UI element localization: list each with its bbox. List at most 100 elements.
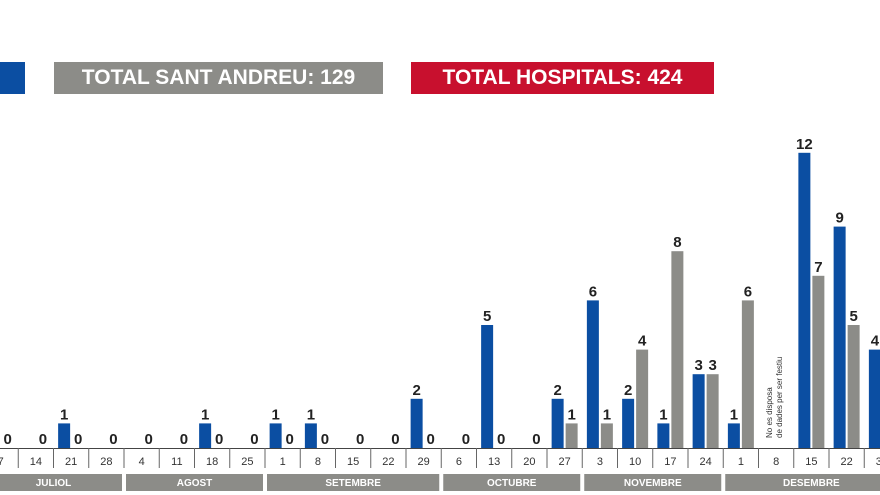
legend-badge-sant-andreu: TOTAL SANT ANDREU: 129 — [54, 62, 383, 94]
bar-blue-20 — [692, 374, 705, 448]
tick-label-3: 28 — [100, 456, 112, 468]
value-label-blue-23: 12 — [796, 136, 813, 153]
bar-blue-24 — [833, 226, 846, 448]
tick-label-13: 6 — [456, 456, 462, 468]
bar-grey-21 — [741, 300, 754, 448]
value-label-grey-21: 6 — [744, 283, 752, 300]
value-label-blue-17: 6 — [589, 283, 597, 300]
bar-blue-21 — [727, 423, 740, 448]
value-label-blue-2: 1 — [60, 406, 68, 423]
month-band-4 — [584, 474, 722, 491]
tick-label-12: 29 — [418, 456, 430, 468]
tick-label-9: 8 — [315, 456, 321, 468]
value-label-grey-19: 8 — [673, 234, 681, 251]
bar-grey-23 — [812, 275, 825, 448]
value-label-blue-18: 2 — [624, 382, 632, 399]
value-label-blue-19: 1 — [659, 406, 667, 423]
value-label-grey-0: 0 — [3, 431, 11, 448]
value-label-grey-18: 4 — [638, 333, 647, 350]
value-label-blue-16: 2 — [553, 382, 561, 399]
bar-blue-18 — [622, 398, 635, 448]
value-label-grey-15: 0 — [532, 431, 540, 448]
value-label-grey-17: 1 — [603, 406, 611, 423]
value-label-grey-9: 0 — [321, 431, 329, 448]
value-label-blue-20: 3 — [694, 357, 702, 374]
tick-label-23: 15 — [805, 456, 817, 468]
bar-grey-24 — [847, 325, 860, 448]
tick-label-17: 3 — [597, 456, 603, 468]
bar-grey-17 — [600, 423, 613, 448]
tick-label-14: 13 — [488, 456, 500, 468]
legend-badge-blue — [0, 62, 25, 94]
month-band-0 — [0, 474, 122, 491]
tick-label-6: 18 — [206, 456, 218, 468]
bar-grey-18 — [636, 349, 649, 448]
bar-blue-12 — [410, 398, 423, 448]
value-label-grey-1: 0 — [39, 431, 47, 448]
bar-grey-20 — [706, 374, 719, 448]
month-label-5: DESEMBRE — [783, 478, 840, 489]
month-label-2: SETEMBRE — [325, 478, 381, 489]
bar-blue-6 — [199, 423, 212, 448]
value-label-blue-21: 1 — [730, 406, 738, 423]
value-label-blue-25: 4 — [871, 333, 880, 350]
tick-label-16: 27 — [559, 456, 571, 468]
value-label-blue-24: 9 — [835, 210, 843, 227]
month-band-2 — [267, 474, 440, 491]
value-label-grey-23: 7 — [814, 259, 822, 276]
tick-label-0: 7 — [0, 456, 4, 468]
tick-label-2: 21 — [65, 456, 77, 468]
value-label-grey-20: 3 — [708, 357, 716, 374]
bar-grey-16 — [565, 423, 578, 448]
value-label-grey-12: 0 — [426, 431, 434, 448]
month-band-1 — [126, 474, 263, 491]
holiday-no-data-annotation: No es disposade dades per ser festiu — [765, 357, 784, 438]
value-label-blue-8: 1 — [271, 406, 279, 423]
bar-blue-19 — [657, 423, 670, 448]
tick-label-19: 17 — [664, 456, 676, 468]
tick-label-15: 20 — [523, 456, 535, 468]
tick-label-18: 10 — [629, 456, 641, 468]
value-label-grey-4: 0 — [144, 431, 152, 448]
month-label-0: JULIOL — [36, 478, 72, 489]
value-label-grey-11: 0 — [391, 431, 399, 448]
value-label-blue-6: 1 — [201, 406, 209, 423]
bar-blue-9 — [304, 423, 317, 448]
month-label-1: AGOST — [177, 478, 213, 489]
month-label-4: NOVEMBRE — [624, 478, 682, 489]
tick-label-11: 22 — [382, 456, 394, 468]
tick-label-5: 11 — [171, 456, 182, 468]
value-label-grey-2: 0 — [74, 431, 82, 448]
bar-blue-25 — [868, 349, 880, 448]
tick-label-21: 1 — [738, 456, 744, 468]
tick-label-22: 8 — [773, 456, 779, 468]
month-band-5 — [725, 474, 880, 491]
value-label-grey-24: 5 — [849, 308, 857, 325]
value-label-grey-6: 0 — [215, 431, 223, 448]
tick-label-8: 1 — [280, 456, 286, 468]
tick-label-4: 4 — [139, 456, 145, 468]
tick-label-20: 24 — [700, 456, 712, 468]
value-label-grey-14: 0 — [497, 431, 505, 448]
tick-label-1: 14 — [30, 456, 42, 468]
bar-blue-2 — [58, 423, 71, 448]
tick-label-24: 22 — [841, 456, 853, 468]
bar-blue-8 — [269, 423, 282, 448]
bar-blue-23 — [798, 152, 811, 449]
legend-badge-hospitals: TOTAL HOSPITALS: 424 — [411, 62, 714, 94]
value-label-grey-3: 0 — [109, 431, 117, 448]
tick-label-7: 25 — [241, 456, 253, 468]
bar-grey-19 — [671, 251, 684, 448]
value-label-grey-7: 0 — [250, 431, 258, 448]
tick-label-25: 30 — [876, 456, 880, 468]
tick-label-10: 15 — [347, 456, 359, 468]
value-label-grey-16: 1 — [567, 406, 575, 423]
value-label-blue-14: 5 — [483, 308, 491, 325]
value-label-grey-13: 0 — [462, 431, 470, 448]
value-label-grey-10: 0 — [356, 431, 364, 448]
value-label-blue-9: 1 — [307, 406, 315, 423]
bar-blue-14 — [481, 325, 494, 448]
bar-blue-17 — [586, 300, 599, 448]
bar-blue-16 — [551, 398, 564, 448]
